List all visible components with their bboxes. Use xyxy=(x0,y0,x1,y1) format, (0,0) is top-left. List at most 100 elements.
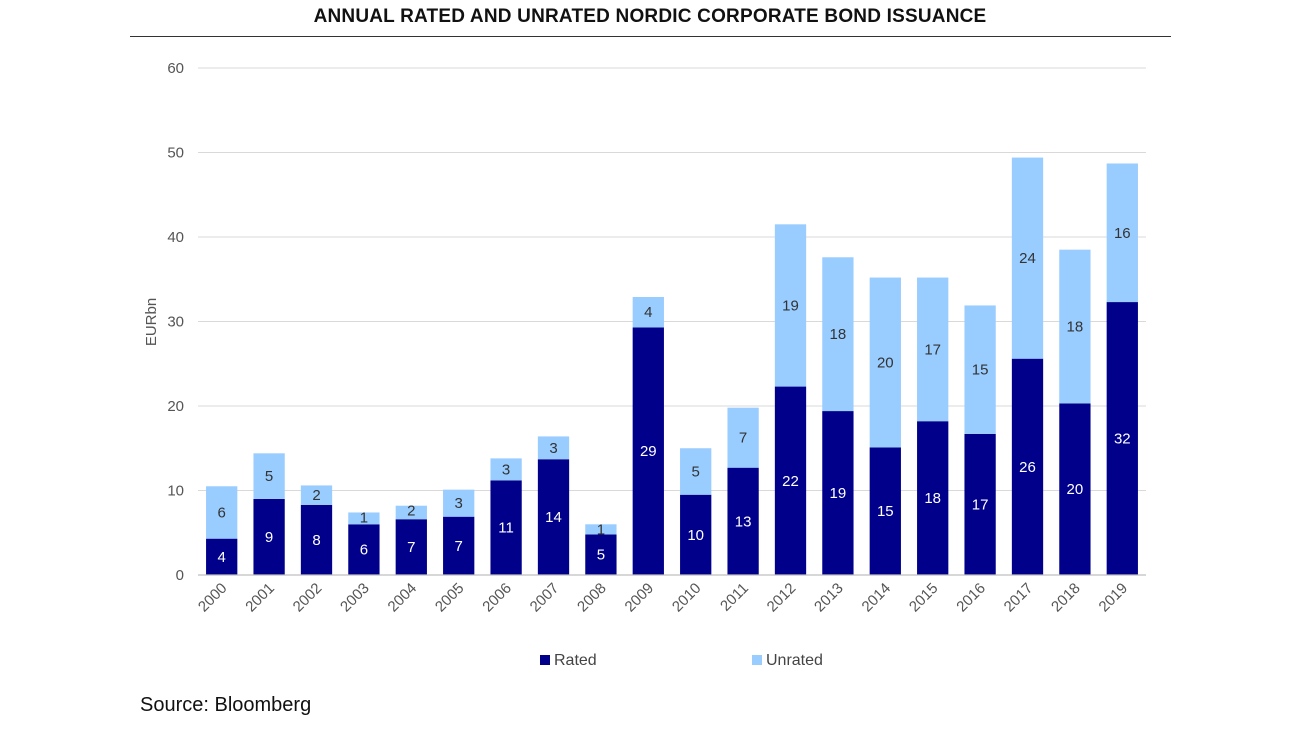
bar-rated xyxy=(1011,358,1044,575)
bar-label-unrated: 18 xyxy=(1067,319,1084,336)
bar-label-rated: 32 xyxy=(1114,431,1131,448)
legend-swatch-unrated xyxy=(752,655,762,665)
y-tick-label: 50 xyxy=(167,145,184,162)
bar-rated xyxy=(253,498,285,575)
bar-label-unrated: 5 xyxy=(265,468,273,485)
x-tick-label: 2014 xyxy=(859,580,895,616)
x-tick-label: 2003 xyxy=(337,580,373,616)
bar-label-unrated: 20 xyxy=(877,354,894,371)
bar-label-rated: 7 xyxy=(455,538,463,555)
bar-unrated xyxy=(490,458,522,481)
bar-label-rated: 4 xyxy=(218,549,226,566)
bar-unrated xyxy=(348,512,380,525)
bar-rated xyxy=(632,327,664,575)
bar-label-unrated: 4 xyxy=(644,304,652,321)
y-tick-label: 10 xyxy=(167,483,184,500)
chart-title: ANNUAL RATED AND UNRATED NORDIC CORPORAT… xyxy=(313,6,987,27)
bar-unrated xyxy=(1011,157,1044,359)
bar-unrated xyxy=(727,407,759,468)
bar-label-rated: 15 xyxy=(877,503,894,520)
legend: Rated Unrated xyxy=(540,652,823,669)
bar-label-unrated: 24 xyxy=(1019,250,1036,267)
x-tick-label: 2010 xyxy=(669,580,705,616)
bar-label-rated: 19 xyxy=(830,485,847,502)
bar-label-rated: 29 xyxy=(640,443,657,460)
bar-label-rated: 7 xyxy=(407,539,415,556)
x-tick-label: 2000 xyxy=(195,580,231,616)
x-tick-label: 2006 xyxy=(479,580,515,616)
bar-rated xyxy=(490,480,522,575)
bar-label-unrated: 1 xyxy=(597,521,605,538)
x-tick-label: 2017 xyxy=(1001,580,1037,616)
y-axis-label: EURbn xyxy=(143,298,160,346)
y-axis-ticks: 0 10 20 30 40 50 60 xyxy=(167,60,184,584)
legend-swatch-rated xyxy=(540,655,550,665)
bar-unrated xyxy=(537,436,570,460)
bar-label-unrated: 15 xyxy=(972,362,989,379)
bar-label-rated: 9 xyxy=(265,529,273,546)
bar-rated xyxy=(300,504,333,575)
bar-unrated xyxy=(395,505,427,520)
bar-unrated xyxy=(774,224,807,387)
x-tick-label: 2016 xyxy=(953,580,989,616)
bar-unrated xyxy=(869,277,901,448)
bar-rated xyxy=(869,447,901,575)
bar-label-unrated: 17 xyxy=(924,341,941,358)
gridlines xyxy=(198,67,1146,491)
bar-unrated xyxy=(680,448,712,495)
bar-rated xyxy=(1106,302,1138,575)
bar-label-unrated: 3 xyxy=(502,461,510,478)
bar-rated xyxy=(680,494,712,575)
bar-rated xyxy=(774,386,807,575)
y-tick-label: 40 xyxy=(167,229,184,246)
x-tick-label: 2004 xyxy=(385,580,421,616)
bar-label-unrated: 3 xyxy=(455,495,463,512)
x-axis-ticks: 2000 2001 2002 2003 2004 2005 2006 2007 2008 2009… xyxy=(195,580,1131,616)
bar-label-unrated: 7 xyxy=(739,430,747,447)
x-tick-label: 2007 xyxy=(527,580,563,616)
x-tick-label: 2015 xyxy=(906,580,942,616)
bar-label-rated: 26 xyxy=(1019,459,1036,476)
bar-rated xyxy=(443,516,475,575)
bar-label-rated: 20 xyxy=(1067,481,1084,498)
x-tick-label: 2012 xyxy=(764,580,800,616)
bar-label-unrated: 18 xyxy=(830,326,847,343)
x-tick-label: 2018 xyxy=(1048,580,1084,616)
bar-label-rated: 14 xyxy=(545,509,562,526)
bar-label-unrated: 16 xyxy=(1114,225,1131,242)
bar-unrated xyxy=(585,524,617,535)
bar-rated xyxy=(537,459,570,575)
bar-label-unrated: 6 xyxy=(218,504,226,521)
bar-label-rated: 13 xyxy=(735,513,752,530)
x-tick-label: 2005 xyxy=(432,580,468,616)
bar-unrated xyxy=(443,489,475,517)
bar-label-unrated: 1 xyxy=(360,509,368,526)
title-rule xyxy=(130,36,1171,37)
bar-label-rated: 18 xyxy=(924,490,941,507)
bar-unrated xyxy=(632,296,664,328)
bars: 4695826172731131435129410513722191918152… xyxy=(206,157,1138,575)
bar-label-unrated: 5 xyxy=(692,463,700,480)
bar-rated xyxy=(727,467,759,575)
bar-label-rated: 5 xyxy=(597,547,605,564)
bar-rated xyxy=(822,411,854,575)
bar-label-rated: 8 xyxy=(312,532,320,549)
y-tick-label: 20 xyxy=(167,398,184,415)
x-tick-label: 2013 xyxy=(811,580,847,616)
bar-label-unrated: 2 xyxy=(407,503,415,520)
bar-label-rated: 10 xyxy=(687,527,704,544)
bar-rated xyxy=(206,538,238,575)
x-tick-label: 2002 xyxy=(290,580,326,616)
source-note: Source: Bloomberg xyxy=(140,694,312,716)
x-tick-label: 2019 xyxy=(1096,580,1132,616)
bar-label-unrated: 2 xyxy=(312,487,320,504)
bar-label-unrated: 3 xyxy=(549,440,557,457)
bar-unrated xyxy=(300,485,333,505)
y-tick-label: 0 xyxy=(176,567,184,584)
bar-rated xyxy=(395,519,427,575)
bar-rated xyxy=(964,433,996,575)
y-tick-label: 30 xyxy=(167,314,184,331)
x-tick-label: 2009 xyxy=(622,580,658,616)
bar-unrated xyxy=(253,453,285,499)
